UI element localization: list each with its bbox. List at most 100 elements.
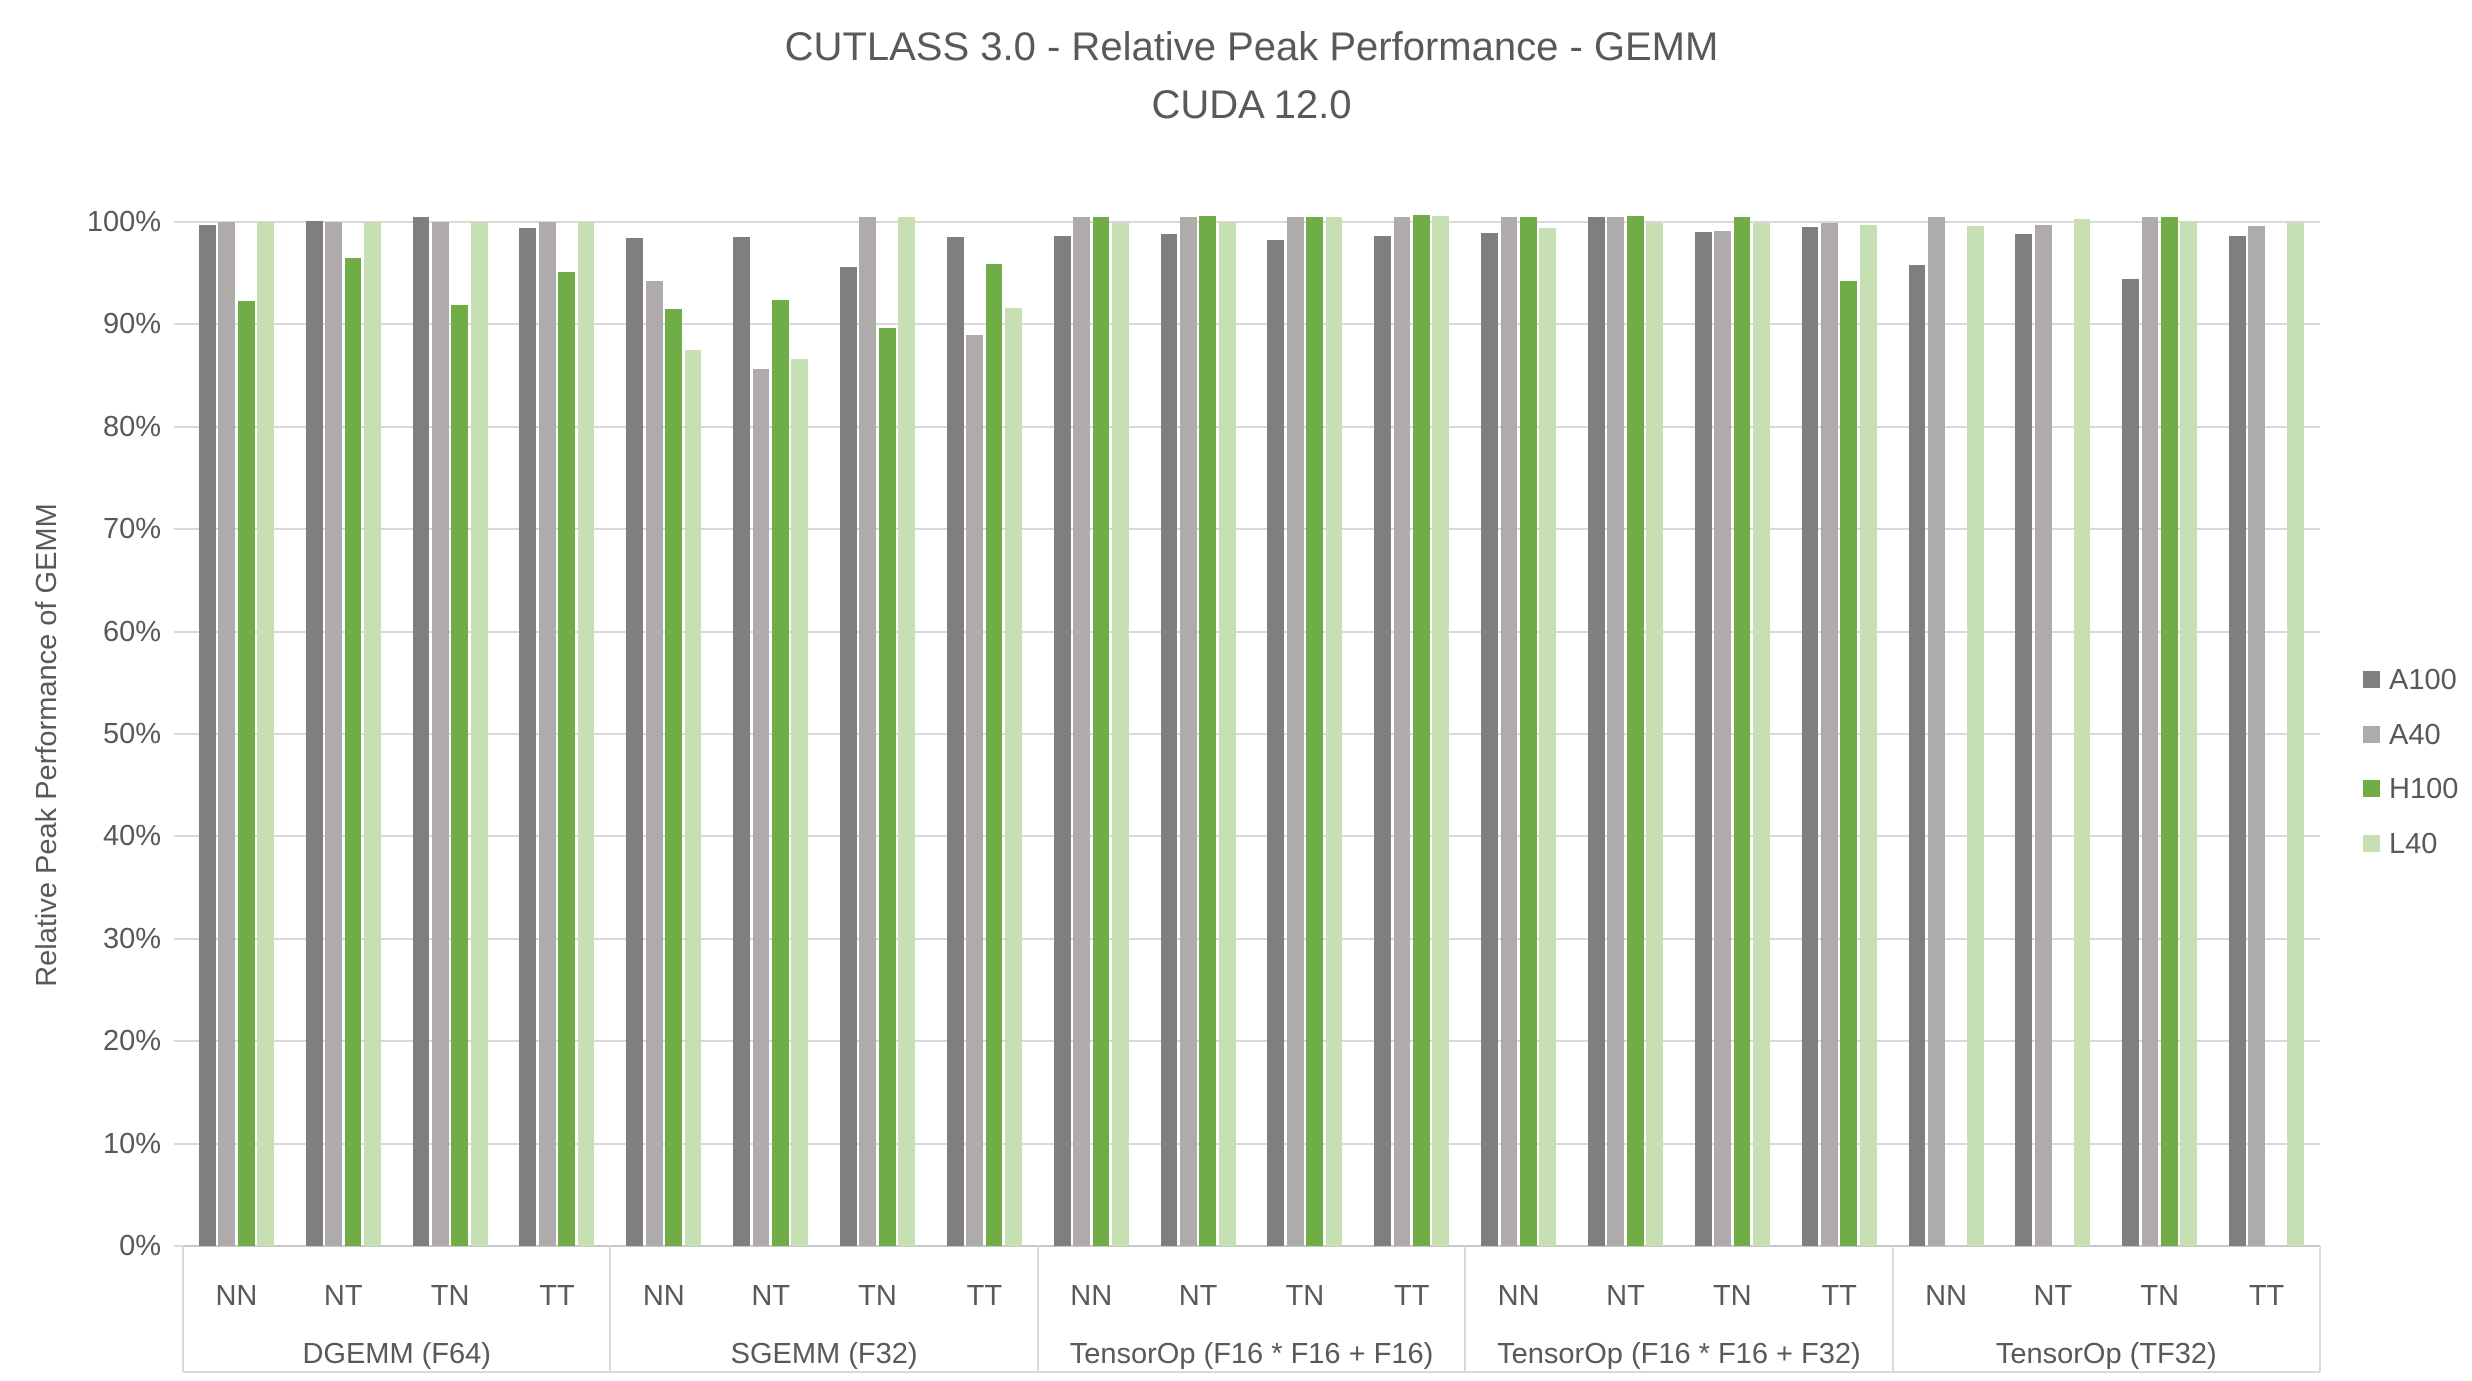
- gridline: [183, 1040, 2320, 1043]
- gridline: [183, 221, 2320, 223]
- group-separator: [182, 1246, 184, 1372]
- bar-h100-sgemmf32-tt: [985, 263, 1003, 1246]
- bar-a40-tensoropf16f16f16-tn: [1286, 216, 1304, 1246]
- bar-a100-dgemmf64-tt: [519, 228, 537, 1246]
- gridline: [183, 528, 2320, 531]
- x-tick-label: TN: [1285, 1280, 1325, 1312]
- gridline: [183, 1142, 2320, 1145]
- bar-a40-tensoropf16f16f32-tn: [1714, 231, 1732, 1246]
- bar-l40-dgemmf64-tt: [577, 222, 595, 1246]
- x-group-label: DGEMM (F64): [302, 1338, 491, 1370]
- x-tick-label: TT: [2248, 1280, 2285, 1312]
- bar-a100-tensoropf16f16f32-tt: [1801, 227, 1819, 1246]
- bar-a40-sgemmf32-tn: [859, 216, 877, 1246]
- bar-h100-tensoropf16f16f16-nn: [1092, 216, 1110, 1246]
- bar-a100-tensoropf16f16f32-tn: [1694, 232, 1712, 1246]
- y-tick-label: 60%: [102, 615, 161, 648]
- bar-h100-tensoropf16f16f16-tn: [1306, 216, 1324, 1246]
- bar-h100-tensoropf16f16f32-nn: [1519, 216, 1537, 1246]
- bar-h100-dgemmf64-tt: [558, 272, 576, 1246]
- x-group-label: TensorOp (F16 * F16 + F16): [1069, 1338, 1434, 1370]
- x-tick-label: NT: [2033, 1280, 2073, 1312]
- x-tick-label: NN: [642, 1280, 685, 1312]
- legend-label-a40: A40: [2389, 718, 2441, 751]
- gridline: [183, 733, 2320, 735]
- y-tick-label: 100%: [86, 206, 161, 238]
- bar-a100-tensoropf16f16f16-tt: [1374, 236, 1392, 1246]
- y-tick-mark: [174, 733, 183, 735]
- x-tick-label: NT: [1178, 1280, 1218, 1312]
- bar-a40-sgemmf32-nt: [752, 369, 770, 1246]
- legend-label-l40: L40: [2389, 827, 2438, 860]
- x-group-label: SGEMM (F32): [730, 1338, 918, 1370]
- x-tick-label: TN: [2140, 1280, 2180, 1312]
- bar-h100-sgemmf32-nn: [665, 309, 682, 1246]
- bar-a100-tensoropf16f16f16-nt: [1160, 234, 1178, 1246]
- bar-h100-dgemmf64-nt: [344, 257, 362, 1246]
- bar-a100-tensoropf16f16f16-nn: [1053, 236, 1071, 1246]
- label-box-bottom: [183, 1371, 2320, 1373]
- x-tick-label: TN: [430, 1280, 470, 1312]
- bar-l40-tensoropf16f16f32-tn: [1753, 223, 1770, 1246]
- bar-a40-tensoroptf32-nt: [2034, 225, 2052, 1246]
- bar-a100-tensoropf16f16f32-nn: [1481, 233, 1498, 1246]
- bar-l40-sgemmf32-nn: [684, 350, 702, 1246]
- y-tick-mark: [174, 630, 183, 633]
- bar-a100-tensoropf16f16f32-nt: [1587, 216, 1605, 1246]
- legend-swatch-a100: [2363, 671, 2380, 688]
- x-group-label: TensorOp (TF32): [1995, 1338, 2217, 1370]
- x-tick-label: NN: [215, 1280, 258, 1312]
- bar-a40-tensoroptf32-tn: [2141, 216, 2159, 1246]
- y-tick-label: 70%: [102, 513, 161, 546]
- x-tick-label: NN: [1925, 1280, 1967, 1312]
- bar-l40-sgemmf32-tn: [898, 216, 916, 1246]
- legend-swatch-a40: [2363, 725, 2380, 743]
- bar-a40-tensoroptf32-tt: [2248, 226, 2266, 1246]
- gridline: [183, 323, 2320, 326]
- y-tick-label: 50%: [102, 718, 161, 750]
- x-tick-label: TN: [858, 1280, 897, 1312]
- bar-a40-dgemmf64-tt: [538, 222, 556, 1246]
- bar-l40-tensoropf16f16f32-nn: [1539, 228, 1557, 1246]
- group-separator: [2319, 1246, 2321, 1372]
- y-tick-label: 10%: [102, 1127, 161, 1160]
- bar-l40-tensoroptf32-tt: [2287, 223, 2305, 1246]
- bar-h100-tensoropf16f16f32-tt: [1840, 281, 1858, 1246]
- bar-a40-dgemmf64-nt: [325, 222, 342, 1246]
- y-tick-mark: [174, 323, 183, 326]
- bar-a100-tensoropf16f16f16-tn: [1267, 240, 1285, 1246]
- x-tick-label: NN: [1497, 1280, 1540, 1312]
- bar-a100-dgemmf64-tn: [412, 216, 430, 1246]
- y-tick-mark: [174, 937, 183, 940]
- y-tick-mark: [174, 1142, 183, 1145]
- bar-a40-dgemmf64-nn: [218, 222, 236, 1246]
- bar-h100-sgemmf32-tn: [878, 328, 896, 1246]
- bar-h100-tensoropf16f16f16-nt: [1199, 215, 1217, 1246]
- y-tick-label: 0%: [119, 1230, 161, 1262]
- bar-a40-tensoropf16f16f32-tt: [1821, 223, 1838, 1246]
- x-tick-label: TT: [539, 1280, 575, 1312]
- x-tick-label: TT: [966, 1280, 1003, 1312]
- bar-a40-sgemmf32-tt: [966, 334, 984, 1246]
- bar-a40-tensoropf16f16f16-nt: [1179, 216, 1197, 1246]
- bar-a40-tensoropf16f16f32-nn: [1500, 216, 1518, 1246]
- bar-l40-sgemmf32-tt: [1005, 308, 1022, 1246]
- bar-l40-tensoropf16f16f16-tn: [1325, 216, 1343, 1246]
- bar-h100-tensoropf16f16f32-nt: [1626, 215, 1644, 1246]
- bar-l40-tensoroptf32-nt: [2073, 218, 2091, 1246]
- x-tick-label: NT: [751, 1280, 790, 1312]
- bar-a100-tensoroptf32-tt: [2229, 236, 2246, 1246]
- bar-a40-dgemmf64-tn: [432, 222, 449, 1246]
- bar-l40-dgemmf64-nt: [363, 222, 381, 1246]
- y-tick-mark: [174, 1245, 183, 1247]
- gridline: [183, 630, 2320, 633]
- group-separator: [609, 1246, 612, 1372]
- bar-l40-sgemmf32-nt: [791, 359, 809, 1246]
- y-tick-label: 30%: [102, 922, 161, 955]
- bar-a40-tensoropf16f16f32-nt: [1607, 216, 1625, 1246]
- gridline: [183, 937, 2320, 940]
- y-tick-label: 20%: [102, 1025, 161, 1058]
- gridline: [183, 425, 2320, 428]
- bar-a40-tensoropf16f16f16-tt: [1393, 216, 1411, 1246]
- y-tick-label: 40%: [102, 820, 161, 853]
